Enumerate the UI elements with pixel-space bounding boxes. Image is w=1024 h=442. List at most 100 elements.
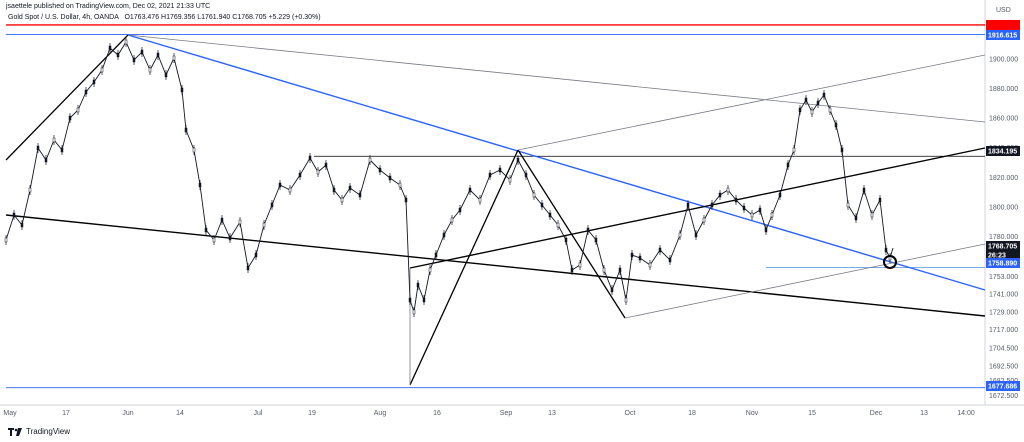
candle-body — [220, 217, 224, 223]
candle-body — [108, 45, 112, 51]
candle-body — [180, 87, 184, 93]
candle-body — [92, 79, 96, 85]
candle-body — [422, 297, 426, 303]
candle-body — [12, 212, 16, 218]
price-axis[interactable]: 1900.0001880.0001860.0001840.0001820.000… — [989, 7, 1018, 400]
price-series-line — [5, 41, 894, 313]
candle-body — [854, 215, 858, 221]
time-axis[interactable]: May 17 Jun 14 Jul 19 Aug 16 Sep 13 Oct 18 Nov 15 Dec 13… — [3, 410, 974, 417]
candle-body — [810, 109, 814, 115]
candle-body — [734, 197, 738, 203]
candle-body — [610, 287, 614, 293]
black-rising-line — [409, 147, 986, 269]
candle-body — [488, 172, 492, 178]
candle-body — [718, 192, 722, 198]
candle-body — [532, 192, 536, 198]
candle-body — [846, 202, 850, 208]
candle-body — [348, 185, 352, 191]
candle-body — [368, 157, 372, 163]
candle-body — [212, 237, 216, 243]
badge-1834-bg — [986, 146, 1020, 156]
published-caption: jsaettele published on TradingView.com, … — [6, 3, 211, 10]
candle-body — [172, 55, 176, 61]
candle-body — [564, 237, 568, 243]
currency-label: USD — [996, 7, 1011, 14]
time-tick-label: May — [3, 410, 17, 417]
candle-body — [116, 52, 120, 58]
candle-body — [184, 127, 188, 133]
candle-body — [458, 207, 462, 213]
candle-body — [658, 247, 662, 253]
candle-body — [668, 257, 672, 263]
target-circle-marker — [883, 255, 897, 269]
candle-body — [262, 222, 266, 228]
price-tick-label: 1672.500 — [989, 393, 1018, 400]
candle-body — [44, 157, 48, 163]
candle-body — [68, 115, 72, 121]
candle-body — [792, 147, 796, 153]
candle-body — [412, 309, 416, 315]
candle-body — [770, 212, 774, 218]
price-tick-label: 1900.000 — [989, 56, 1018, 63]
time-tick-label: Jun — [122, 410, 133, 417]
candle-body — [498, 167, 502, 173]
price-tick-label: 1741.000 — [989, 292, 1018, 299]
price-tick-label: 1753.000 — [989, 274, 1018, 281]
time-tick-label: 13 — [920, 410, 928, 417]
candle-body — [450, 217, 454, 223]
candle-body — [648, 262, 652, 268]
time-tick-label: 16 — [433, 410, 441, 417]
grey-fan-lower — [624, 243, 986, 319]
candle-body — [586, 227, 590, 233]
candle-body — [516, 157, 520, 163]
grey-fan-upper — [517, 54, 986, 151]
candle-body — [358, 192, 362, 198]
candle-body — [28, 187, 32, 193]
candle-body — [254, 252, 258, 258]
time-tick-label: Oct — [625, 410, 636, 417]
candle-body — [786, 162, 790, 168]
candle-body — [416, 282, 420, 288]
time-tick-label: Aug — [374, 410, 387, 417]
candle-body — [4, 237, 8, 243]
rise-from-aug-low — [409, 149, 519, 386]
candle-body — [324, 162, 328, 168]
candle-body — [702, 217, 706, 223]
candle-body — [20, 222, 24, 228]
candle-body — [862, 187, 866, 193]
candle-body — [442, 232, 446, 238]
candle-body — [408, 297, 412, 303]
symbol-line: Gold Spot / U.S. Dollar, 4h, OANDA O1763… — [8, 14, 321, 21]
tradingview-logo-text: TradingView — [26, 427, 71, 436]
candle-body — [834, 122, 838, 128]
price-tick-label: 1880.000 — [989, 86, 1018, 93]
badge-countdown-bg — [986, 250, 1020, 260]
candle-body — [468, 187, 472, 193]
candle-body — [686, 202, 690, 208]
time-tick-label: 15 — [808, 410, 816, 417]
time-tick-label: 13 — [548, 410, 556, 417]
candle-body — [288, 187, 292, 193]
candle-body — [540, 202, 544, 208]
chart-grid — [0, 0, 1024, 406]
badge-1758: 1758.890 — [988, 261, 1017, 268]
price-tick-label: 1820.000 — [989, 175, 1018, 182]
candle-body — [884, 247, 888, 253]
candle-body — [388, 175, 392, 181]
time-tick-label: Jul — [254, 410, 263, 417]
candle-body — [36, 145, 40, 151]
candle-body — [556, 222, 560, 228]
fall-to-oct-low — [517, 149, 626, 319]
candle-body — [228, 235, 232, 241]
badge-1677: 1677.686 — [988, 384, 1017, 391]
tradingview-logo-icon — [8, 427, 22, 436]
candle-body — [638, 255, 642, 261]
candle-body — [750, 212, 754, 218]
candle-body — [816, 100, 820, 106]
black-support-line — [5, 214, 986, 317]
price-tick-label: 1704.500 — [989, 346, 1018, 353]
candle-body — [798, 107, 802, 113]
candle-body — [758, 207, 762, 213]
